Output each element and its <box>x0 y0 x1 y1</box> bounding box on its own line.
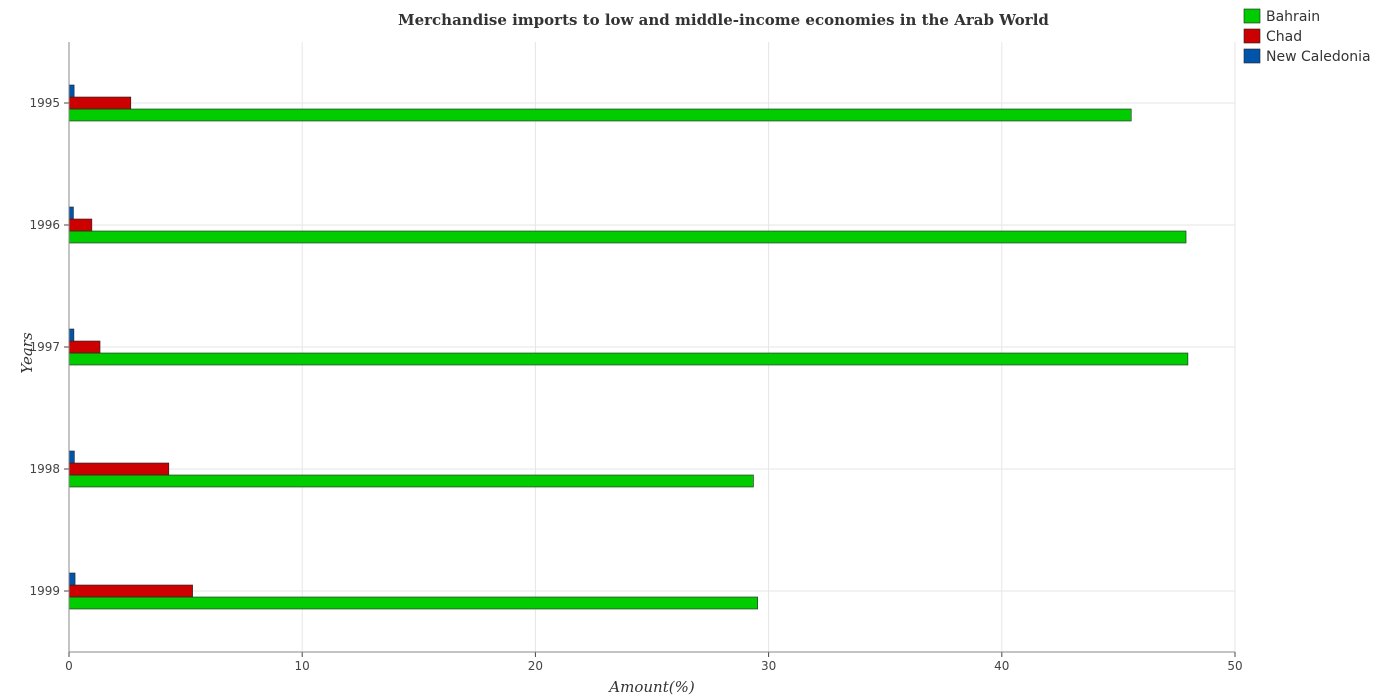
y-tick-label: 1996 <box>29 218 60 232</box>
x-tick-label: 30 <box>761 659 776 673</box>
y-tick-label: 1995 <box>29 96 60 110</box>
y-tick-label: 1999 <box>29 584 60 598</box>
bar-bahrain-1997 <box>68 352 1189 366</box>
legend-swatch-bahrain <box>1243 8 1261 24</box>
legend-label-new-caledonia: New Caledonia <box>1266 49 1371 65</box>
bar-chad-1995 <box>68 96 132 110</box>
bar-chad-1998 <box>68 462 170 476</box>
bar-new-caledonia-1998 <box>68 450 75 464</box>
bar-bahrain-1998 <box>68 474 754 488</box>
y-tick-label: 1998 <box>29 462 60 476</box>
bar-chad-1999 <box>68 584 193 598</box>
bar-new-caledonia-1999 <box>68 572 76 586</box>
legend: Bahrain Chad New Caledonia <box>1243 8 1371 65</box>
bar-chad-1997 <box>68 340 101 354</box>
y-tick-label: 1997 <box>29 340 60 354</box>
bar-bahrain-1999 <box>68 596 758 610</box>
bar-bahrain-1995 <box>68 108 1132 122</box>
bars <box>68 84 1189 610</box>
x-tick-label: 40 <box>994 659 1009 673</box>
y-axis-label: Years <box>18 332 36 374</box>
x-tick-label: 10 <box>295 659 310 673</box>
legend-swatch-new-caledonia <box>1243 48 1261 64</box>
legend-swatch-chad <box>1243 28 1261 44</box>
chart-title: Merchandise imports to low and middle-in… <box>398 11 1049 29</box>
x-tick-label: 50 <box>1227 659 1242 673</box>
bar-chad-1996 <box>68 218 93 232</box>
legend-label-chad: Chad <box>1266 29 1302 45</box>
grid <box>68 42 1236 652</box>
bar-new-caledonia-1997 <box>68 328 75 342</box>
x-ticks: 0 10 20 30 40 50 <box>65 652 1243 673</box>
x-axis-label: Amount(%) <box>607 678 695 696</box>
x-tick-label: 0 <box>65 659 73 673</box>
bar-new-caledonia-1995 <box>68 84 75 98</box>
x-tick-label: 20 <box>528 659 543 673</box>
y-ticks: 1995 1996 1997 1998 1999 <box>29 96 69 598</box>
legend-label-bahrain: Bahrain <box>1266 9 1320 25</box>
bar-new-caledonia-1996 <box>68 206 74 220</box>
bar-bahrain-1996 <box>68 230 1187 244</box>
